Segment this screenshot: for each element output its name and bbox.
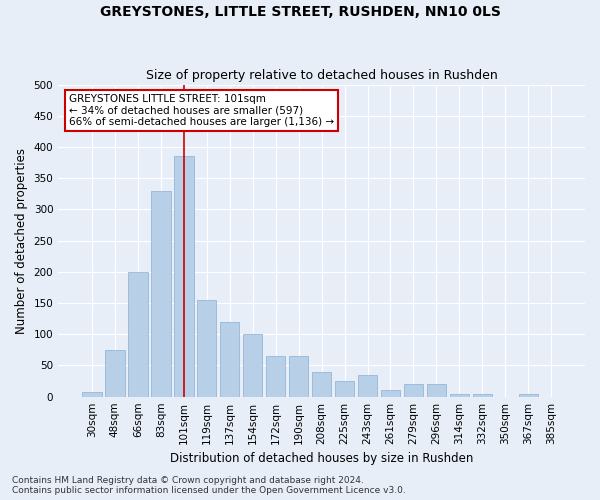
Bar: [335, 381, 355, 396]
Bar: [473, 394, 492, 396]
Bar: [358, 375, 377, 396]
X-axis label: Distribution of detached houses by size in Rushden: Distribution of detached houses by size …: [170, 452, 473, 465]
Bar: [312, 372, 331, 396]
Bar: [266, 356, 286, 397]
Bar: [174, 156, 194, 396]
Bar: [82, 392, 101, 396]
Bar: [105, 350, 125, 397]
Y-axis label: Number of detached properties: Number of detached properties: [15, 148, 28, 334]
Bar: [128, 272, 148, 396]
Bar: [449, 394, 469, 396]
Bar: [518, 394, 538, 396]
Bar: [243, 334, 262, 396]
Bar: [220, 322, 239, 396]
Bar: [404, 384, 423, 396]
Bar: [427, 384, 446, 396]
Text: GREYSTONES LITTLE STREET: 101sqm
← 34% of detached houses are smaller (597)
66% : GREYSTONES LITTLE STREET: 101sqm ← 34% o…: [69, 94, 334, 127]
Bar: [151, 190, 170, 396]
Text: Contains HM Land Registry data © Crown copyright and database right 2024.
Contai: Contains HM Land Registry data © Crown c…: [12, 476, 406, 495]
Text: GREYSTONES, LITTLE STREET, RUSHDEN, NN10 0LS: GREYSTONES, LITTLE STREET, RUSHDEN, NN10…: [100, 5, 500, 19]
Bar: [197, 300, 217, 396]
Bar: [289, 356, 308, 397]
Bar: [381, 390, 400, 396]
Title: Size of property relative to detached houses in Rushden: Size of property relative to detached ho…: [146, 69, 497, 82]
